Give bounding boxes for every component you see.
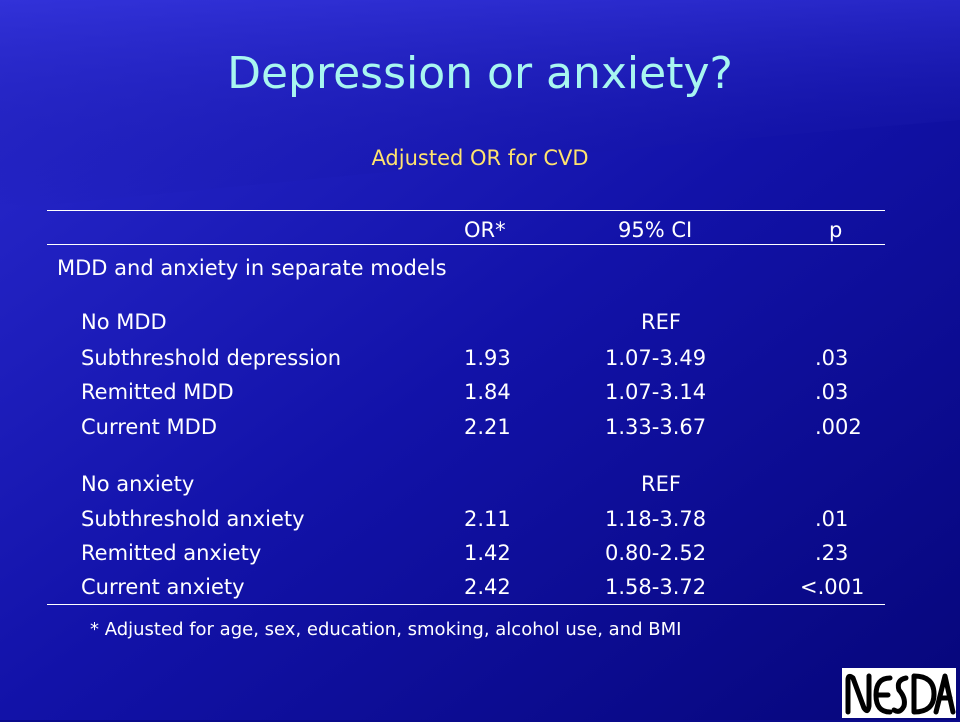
row-or: 2.11: [464, 507, 511, 531]
row-ci: 1.58-3.72: [605, 575, 707, 599]
row-p: .03: [815, 346, 849, 370]
row-label: Subthreshold depression: [81, 346, 342, 370]
row-ci: 1.07-3.49: [605, 346, 707, 370]
slide-title: Depression or anxiety?: [227, 48, 733, 99]
row-label: Remitted MDD: [81, 380, 234, 404]
row-label: No MDD: [81, 310, 167, 334]
row-ci: 1.33-3.67: [605, 415, 707, 439]
row-label: Remitted anxiety: [81, 541, 262, 565]
row-label: Current MDD: [81, 415, 218, 439]
row-p: .03: [815, 380, 849, 404]
row-or: 2.42: [464, 575, 511, 599]
section-title: MDD and anxiety in separate models: [57, 256, 447, 280]
table-bottom-rule: [47, 604, 885, 605]
footnote: * Adjusted for age, sex, education, smok…: [90, 619, 682, 640]
table-top-rule: [47, 210, 885, 211]
row-ci: 1.07-3.14: [605, 380, 707, 404]
nesda-logo: [842, 668, 956, 718]
row-or: 2.21: [464, 415, 511, 439]
row-ci: 0.80-2.52: [605, 541, 707, 565]
slide-subtitle: Adjusted OR for CVD: [371, 146, 589, 170]
header-p: p: [829, 218, 843, 242]
table-header-rule: [47, 244, 885, 245]
row-or: 1.93: [464, 346, 511, 370]
row-p: <.001: [800, 575, 865, 599]
row-p: .01: [815, 507, 849, 531]
row-p: .002: [815, 415, 862, 439]
row-or: 1.84: [464, 380, 511, 404]
row-p: .23: [815, 541, 849, 565]
row-ci: REF: [641, 310, 681, 334]
header-ci: 95% CI: [618, 218, 693, 242]
header-or: OR*: [464, 218, 506, 242]
row-label: No anxiety: [81, 472, 195, 496]
row-label: Current anxiety: [81, 575, 245, 599]
row-ci: 1.18-3.78: [605, 507, 707, 531]
row-or: 1.42: [464, 541, 511, 565]
row-ci: REF: [641, 472, 681, 496]
row-label: Subthreshold anxiety: [81, 507, 305, 531]
logo-mark: [845, 673, 956, 715]
